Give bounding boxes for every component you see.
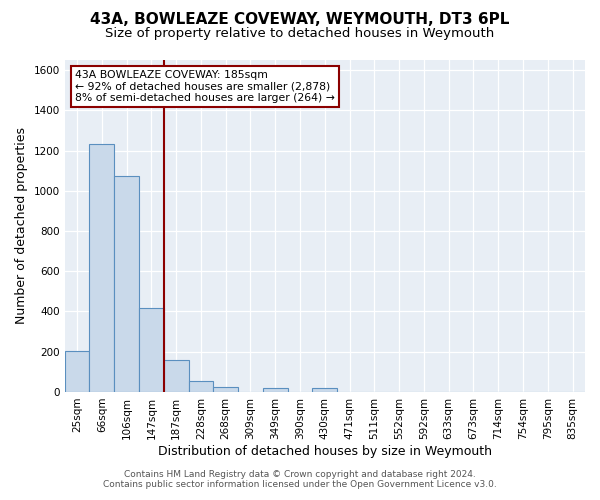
Bar — [214, 387, 238, 392]
Text: 43A BOWLEAZE COVEWAY: 185sqm
← 92% of detached houses are smaller (2,878)
8% of : 43A BOWLEAZE COVEWAY: 185sqm ← 92% of de… — [75, 70, 335, 103]
Y-axis label: Number of detached properties: Number of detached properties — [15, 128, 28, 324]
Bar — [139, 308, 164, 392]
Bar — [89, 144, 114, 392]
X-axis label: Distribution of detached houses by size in Weymouth: Distribution of detached houses by size … — [158, 444, 492, 458]
Bar — [114, 176, 139, 392]
Bar — [313, 388, 337, 392]
Bar — [164, 360, 188, 392]
Text: 43A, BOWLEAZE COVEWAY, WEYMOUTH, DT3 6PL: 43A, BOWLEAZE COVEWAY, WEYMOUTH, DT3 6PL — [91, 12, 509, 28]
Text: Size of property relative to detached houses in Weymouth: Size of property relative to detached ho… — [106, 28, 494, 40]
Text: Contains HM Land Registry data © Crown copyright and database right 2024.
Contai: Contains HM Land Registry data © Crown c… — [103, 470, 497, 489]
Bar — [263, 388, 287, 392]
Bar — [65, 350, 89, 392]
Bar — [188, 382, 214, 392]
